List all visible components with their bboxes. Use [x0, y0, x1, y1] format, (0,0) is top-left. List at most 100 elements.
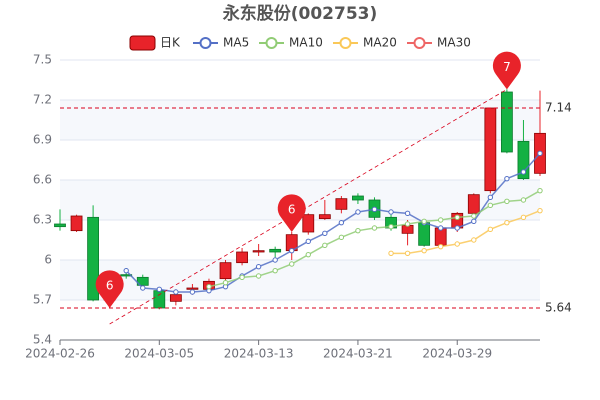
annotation-label: 7	[503, 60, 511, 74]
y-tick-label: 6.9	[33, 133, 52, 147]
candle-body	[318, 214, 331, 220]
candle-body	[352, 195, 364, 201]
ma-point	[289, 261, 295, 267]
ma-point	[520, 214, 527, 221]
candle-body	[219, 262, 232, 280]
ma-point	[487, 194, 494, 201]
ma-point	[421, 218, 427, 225]
ma-point	[537, 207, 543, 214]
ma-point	[537, 187, 543, 194]
candle-body	[302, 214, 315, 233]
ma-point	[123, 267, 129, 274]
candle-body	[252, 250, 265, 253]
ma-point	[173, 289, 179, 295]
legend-label: MA30	[437, 36, 471, 50]
ma-point	[338, 234, 345, 241]
ma-point	[388, 250, 394, 257]
candle-body	[517, 140, 530, 180]
ma-line	[125, 152, 541, 293]
candle-body	[120, 274, 133, 277]
ma-line	[391, 209, 541, 255]
legend-label: MA10	[289, 36, 323, 50]
x-tick-label: 2024-02-26	[25, 347, 95, 361]
ma-point	[355, 227, 361, 234]
y-tick-label: 7.5	[33, 53, 52, 67]
ma-point	[437, 217, 444, 223]
ma-point	[272, 267, 278, 274]
candle-body	[418, 222, 431, 246]
ma-point	[487, 202, 494, 209]
ma-point	[206, 283, 212, 290]
ma-point	[454, 241, 460, 247]
candle-body	[153, 290, 166, 309]
legend-icon	[339, 37, 352, 49]
candle-body	[500, 91, 513, 153]
annotation-label: 6	[106, 279, 114, 293]
ma-point	[156, 286, 163, 293]
candle-body	[169, 294, 182, 302]
y-tick-label: 6.3	[33, 213, 52, 227]
ma-point	[421, 247, 427, 254]
ma-point	[504, 175, 510, 182]
ma-point	[289, 247, 295, 254]
legend-icon	[199, 37, 212, 49]
annotation-pin	[492, 51, 521, 90]
ma-point	[388, 223, 394, 230]
ma-point	[454, 225, 460, 231]
reference-label: 5.64	[545, 301, 572, 315]
ma-point	[504, 198, 510, 205]
y-tick-label: 6	[44, 253, 52, 267]
x-tick-label: 2024-03-05	[124, 347, 194, 361]
ma-point	[520, 169, 527, 175]
ma-point	[504, 219, 510, 226]
ma-point	[537, 150, 543, 157]
ma-point	[437, 225, 444, 231]
ma-point	[388, 209, 394, 215]
x-tick-label: 2024-03-13	[224, 347, 294, 361]
ma-point	[140, 285, 146, 291]
ma-point	[305, 238, 311, 245]
candle-body	[54, 223, 66, 228]
ma-point	[272, 257, 278, 263]
ma-point	[338, 219, 345, 226]
ma-point	[471, 218, 477, 225]
ma-point	[371, 206, 378, 213]
candle-body	[236, 251, 248, 264]
ma-point	[355, 209, 361, 215]
ma-point	[305, 251, 311, 258]
legend-label: 日K	[160, 36, 181, 50]
annotation-label: 6	[288, 203, 296, 217]
ma-point	[471, 213, 477, 219]
chart-title: 永东股份(002753)	[222, 3, 378, 24]
candle-body	[70, 215, 83, 232]
x-tick-label: 2024-03-21	[323, 347, 393, 361]
legend-icon	[265, 37, 278, 49]
y-tick-label: 7.2	[33, 93, 52, 107]
ma-point	[371, 225, 378, 231]
ma-point	[471, 237, 477, 243]
ma-point	[520, 197, 527, 203]
ma-point	[454, 214, 460, 221]
legend-icon	[413, 37, 426, 49]
grid-band	[60, 100, 540, 140]
candle-body	[467, 194, 480, 214]
annotation-pin	[95, 270, 124, 308]
candle-body	[484, 107, 497, 192]
legend-label: MA5	[223, 36, 249, 50]
reference-label: 7.14	[545, 101, 572, 115]
ma-point	[239, 274, 245, 281]
annotation-pin	[277, 194, 306, 232]
ma-point	[487, 226, 494, 233]
ma-point	[255, 273, 262, 279]
y-tick-label: 5.7	[33, 293, 52, 307]
candle-body	[87, 216, 100, 301]
x-tick-label: 2024-03-29	[422, 347, 492, 361]
candle-body	[335, 198, 348, 210]
ma-point	[404, 221, 411, 227]
ma-point	[404, 210, 411, 217]
ma-point	[404, 250, 411, 257]
candle-body	[269, 248, 282, 253]
legend-icon	[129, 35, 156, 51]
